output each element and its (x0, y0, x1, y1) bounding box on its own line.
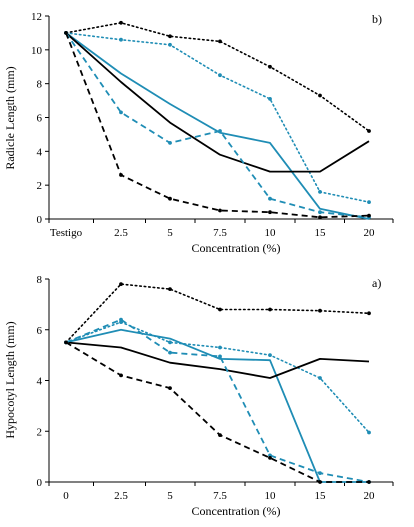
data-point (268, 64, 272, 69)
data-point (168, 42, 172, 47)
data-point (168, 386, 172, 390)
data-point (268, 307, 272, 312)
series-line-1 (65, 321, 370, 434)
x-tick-label: 0 (63, 490, 69, 502)
data-point (367, 480, 371, 484)
series-line-3 (65, 341, 370, 379)
radicle-length-chart: 0 2 4 6 8 10 12 Testigo 2.5 5 7.5 10 15 20 Concentrati… (3, 11, 394, 255)
x-tick-label: 15 (315, 227, 327, 239)
x-tick-label: 2.5 (114, 227, 128, 239)
y-tick-label: 8 (37, 274, 43, 286)
data-point (119, 20, 123, 25)
data-point (168, 141, 172, 145)
data-point (119, 173, 123, 177)
data-point (218, 307, 222, 312)
x-tick-label: 5 (167, 490, 173, 502)
data-point (218, 73, 222, 78)
data-point (268, 456, 272, 460)
y-axis-label: Radicle Length (mm) (3, 66, 17, 169)
panel-label: b) (372, 12, 382, 26)
series-line-5 (65, 341, 369, 483)
y-tick-label: 8 (37, 79, 43, 91)
data-point (318, 190, 322, 194)
y-tick-label: 10 (31, 45, 43, 57)
x-tick-label: 7.5 (213, 490, 227, 502)
series-line-3 (65, 32, 370, 173)
x-tick-label: 15 (315, 490, 327, 502)
y-tick-label: 4 (37, 146, 43, 158)
data-point (367, 129, 371, 133)
data-point (218, 433, 222, 437)
hypocotyl-length-chart: 0 2 4 6 8 0 2.5 5 7.5 10 15 20 Concentration (%) Hypo… (3, 274, 394, 518)
data-point (168, 196, 172, 201)
data-point (268, 196, 272, 201)
data-point (268, 353, 272, 357)
series-line-1 (65, 32, 370, 203)
data-point (318, 471, 322, 475)
y-axis-label: Hypocotyl Length (mm) (3, 321, 17, 438)
series-line-2 (65, 32, 370, 220)
x-tick-label: 5 (167, 227, 173, 239)
x-tick-label: 7.5 (213, 227, 227, 239)
data-point (218, 345, 222, 350)
x-tick-label: 20 (364, 227, 376, 239)
x-tick-label: Testigo (50, 227, 83, 239)
series-line-0 (65, 283, 370, 344)
data-point (168, 340, 172, 345)
y-tick-label: 2 (37, 180, 43, 192)
x-tick-label: 20 (364, 490, 376, 502)
series-line-2 (65, 328, 369, 483)
data-point (64, 31, 68, 35)
y-tick-label: 0 (37, 214, 43, 226)
data-point (119, 37, 123, 42)
y-tick-label: 6 (37, 325, 43, 337)
data-point (268, 97, 272, 101)
data-point (318, 480, 322, 484)
data-point (119, 110, 123, 115)
y-tick-label: 0 (37, 477, 43, 489)
y-tick-label: 4 (37, 376, 43, 388)
y-tick-label: 6 (37, 113, 43, 125)
data-point (119, 317, 123, 322)
data-point (318, 210, 322, 215)
data-point (218, 39, 222, 44)
data-point (318, 376, 322, 380)
data-point (168, 350, 172, 355)
data-point (168, 34, 172, 39)
y-tick-label: 2 (37, 426, 43, 438)
data-point (367, 213, 371, 218)
data-point (318, 93, 322, 98)
x-axis-label: Concentration (%) (192, 504, 281, 518)
data-point (268, 210, 272, 215)
panel-label: a) (372, 276, 381, 290)
series-line-5 (65, 32, 370, 219)
data-point (318, 215, 322, 220)
x-tick-label: 10 (265, 227, 277, 239)
series-line-4 (65, 32, 370, 219)
data-point (218, 354, 222, 359)
data-point (367, 200, 371, 205)
data-point (119, 282, 123, 286)
data-point (119, 373, 123, 378)
data-point (318, 308, 322, 313)
data-point (367, 430, 371, 435)
data-point (367, 311, 371, 316)
x-tick-label: 2.5 (114, 490, 128, 502)
y-tick-label: 12 (31, 11, 42, 23)
x-axis-label: Concentration (%) (192, 241, 281, 255)
x-tick-label: 10 (265, 490, 277, 502)
data-point (64, 340, 68, 345)
data-point (168, 287, 172, 291)
data-point (218, 129, 222, 133)
data-point (218, 208, 222, 213)
series-line-4 (65, 318, 370, 483)
